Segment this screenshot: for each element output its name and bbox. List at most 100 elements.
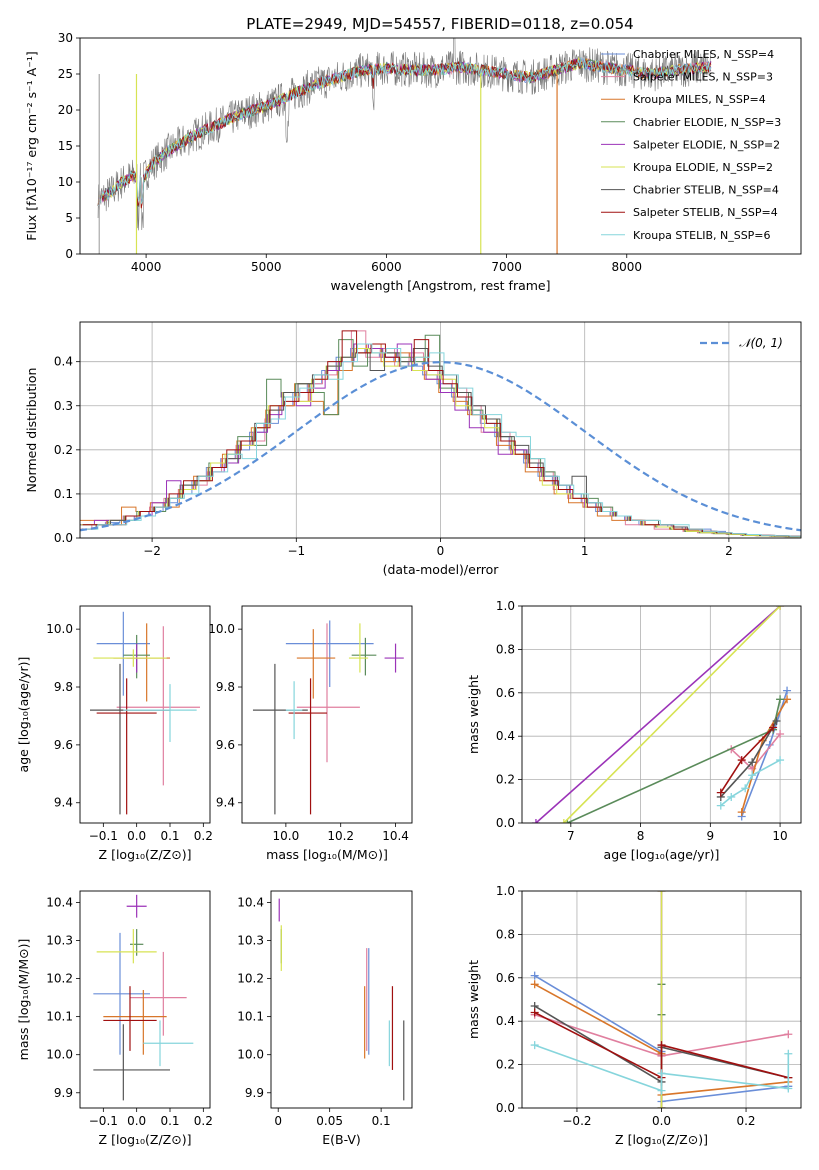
errorbar-point-7 <box>90 663 170 815</box>
plot-area-spectrum <box>97 38 712 254</box>
errorbar-point-5 <box>126 894 147 918</box>
plus-marker <box>531 819 540 823</box>
y-axis-label: Flux [fλ10⁻¹⁷ erg cm⁻² s⁻¹ A⁻¹] <box>24 51 39 240</box>
y-tick-label: 0.2 <box>496 773 515 787</box>
plus-marker <box>784 1030 793 1039</box>
y-tick-label: 9.8 <box>54 680 73 694</box>
plus-marker <box>748 758 757 767</box>
plus-marker <box>784 1084 793 1093</box>
y-tick-label: 15 <box>58 139 73 153</box>
errorbar-point-5 <box>384 643 404 673</box>
axes-frame <box>521 890 802 1109</box>
y-axis-label: age [log₁₀(age/yr)] <box>16 657 31 773</box>
plus-marker <box>559 819 568 823</box>
plus-marker <box>716 801 725 810</box>
plus-marker <box>776 756 785 765</box>
axes-frame <box>79 37 802 255</box>
y-tick-label: 9.4 <box>216 796 235 810</box>
model-spectrum-9 <box>97 57 712 206</box>
x-tick-label: 9 <box>707 829 715 843</box>
y-tick-label: 20 <box>58 103 73 117</box>
axes-frame <box>79 321 802 539</box>
legend-entry: Kroupa STELIB, N_SSP=6 <box>633 229 771 242</box>
normal-curve <box>80 361 801 532</box>
y-tick-label: 9.9 <box>54 1086 73 1100</box>
y-tick-label: 10.1 <box>237 1010 264 1024</box>
x-tick-label: 0.2 <box>736 1114 755 1128</box>
panel-mass_vs_ebv: 0 0.05 0.1 9.9 10.0 10.1 10.2 10.3 10.4 E(B-V) <box>237 890 413 1147</box>
errorbar-point-1 <box>285 620 374 688</box>
x-tick-label: 0.0 <box>127 1114 146 1128</box>
residual-histogram-7 <box>81 347 801 537</box>
x-tick-label: 0.2 <box>194 1114 213 1128</box>
model-spectrum-8 <box>97 58 712 209</box>
x-tick-label: 0.2 <box>194 829 213 843</box>
y-tick-label: 0.0 <box>496 1101 515 1115</box>
errorbar-point-4 <box>351 637 377 676</box>
residual-histogram-4 <box>80 334 801 538</box>
x-tick-label: 7000 <box>491 260 522 274</box>
series-line <box>563 606 781 823</box>
y-tick-label: 0.8 <box>496 642 515 656</box>
y-tick-label: 25 <box>58 67 73 81</box>
x-tick-label: −0.2 <box>562 1114 591 1128</box>
plot-area-mass_vs_Z <box>93 894 194 1101</box>
errorbar-point-1 <box>93 932 150 1055</box>
plus-marker <box>783 686 792 695</box>
x-tick-label: −0.1 <box>89 1114 118 1128</box>
residual-histogram-3 <box>80 343 800 537</box>
errorbar-point-8 <box>96 678 157 815</box>
plus-marker <box>737 756 746 765</box>
panel-massweight_vs_Z: −0.2 0.0 0.2 0.0 0.2 0.4 0.6 0.8 1.0 Z [log₁₀(Z/Z… <box>466 884 802 1147</box>
plus-marker <box>657 1104 666 1108</box>
panel-massweight_vs_age: 7 8 9 10 0.0 0.2 0.4 0.6 0.8 1.0 age [log₁₀(age/yr… <box>466 599 802 862</box>
x-tick-label: 10 <box>772 829 787 843</box>
y-axis-label: mass weight <box>466 960 481 1039</box>
y-tick-label: 10.0 <box>46 622 73 636</box>
panel-spectrum: 4000 5000 6000 7000 8000 0 5 10 15 20 25 30 waveleng… <box>24 31 802 293</box>
series-line <box>567 699 781 823</box>
y-tick-label: 0.2 <box>496 1058 515 1072</box>
x-tick-label: 1 <box>581 544 589 558</box>
x-axis-label: Z [log₁₀(Z/Z⊙)] <box>99 847 192 862</box>
y-tick-label: 1.0 <box>496 599 515 613</box>
plus-marker <box>783 695 792 704</box>
errorbar-point-8 <box>103 986 157 1051</box>
plus-marker <box>657 1041 666 1050</box>
errorbar-point-6 <box>93 649 167 667</box>
legend-entry: Salpeter STELIB, N_SSP=4 <box>633 206 778 219</box>
plot-area-age_vs_mass <box>252 620 404 815</box>
x-tick-label: 4000 <box>131 260 162 274</box>
plus-marker <box>737 808 746 817</box>
y-tick-label: 10.3 <box>46 933 73 947</box>
plus-marker <box>741 784 750 793</box>
mass-weight-series-6 <box>559 606 785 823</box>
axes-frame <box>241 605 413 824</box>
plus-marker <box>716 788 725 797</box>
errorbar-point-9 <box>123 684 197 742</box>
x-tick-label: 7 <box>567 829 575 843</box>
legend-residuals: 𝒩(0, 1) <box>700 336 783 350</box>
y-axis-label: mass weight <box>466 675 481 754</box>
legend-entry: Kroupa MILES, N_SSP=4 <box>633 93 766 106</box>
y-tick-label: 9.4 <box>54 796 73 810</box>
x-axis-label: Z [log₁₀(Z/Z⊙)] <box>99 1132 192 1147</box>
x-tick-label: 10.4 <box>382 829 409 843</box>
x-tick-label: 6000 <box>371 260 402 274</box>
residual-histogram-9 <box>83 343 801 537</box>
x-tick-label: 8000 <box>611 260 642 274</box>
residual-histogram-1 <box>80 347 798 537</box>
residual-histogram-6 <box>80 347 801 538</box>
y-tick-label: 10.2 <box>46 972 73 986</box>
panel-age_vs_Z: −0.1 0.0 0.1 0.2 9.4 9.6 9.8 10.0 Z [log₁₀(Z/Z⊙)… <box>16 605 213 862</box>
axes-frame <box>79 605 211 824</box>
plus-marker <box>530 971 539 980</box>
y-tick-label: 10.4 <box>46 895 73 909</box>
plus-marker <box>530 1008 539 1017</box>
y-tick-label: 5 <box>65 211 73 225</box>
y-tick-label: 0.3 <box>54 399 73 413</box>
y-tick-label: 10.2 <box>237 972 264 986</box>
errorbar-point-7 <box>93 1024 170 1101</box>
panel-mass_vs_Z: −0.1 0.0 0.1 0.2 9.9 10.0 10.1 10.2 10.3 10.4 Z [l… <box>16 890 213 1147</box>
